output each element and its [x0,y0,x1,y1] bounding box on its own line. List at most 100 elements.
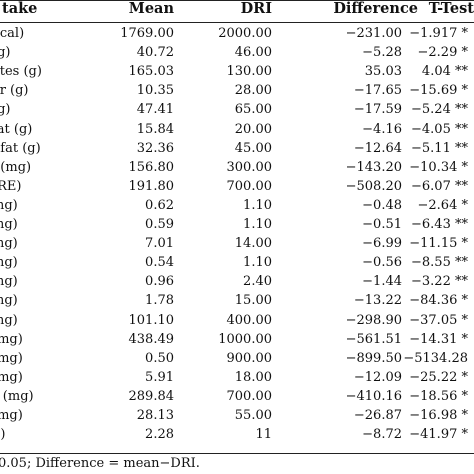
cell-difference: −12.64 [353,140,402,156]
table-row: mg) 0.96 2.40 −1.44 −3.22 ** [0,272,474,291]
table-row: (g) 47.41 65.00 −17.59 −5.24 ** [0,100,474,119]
cell-dri: 700.00 [226,178,273,194]
cell-ttest: −41.97 * [409,427,468,443]
cell-ttest: −84.36 * [409,293,468,309]
cell-mean: 0.50 [145,350,174,366]
cell-intake: mg) [0,217,18,232]
header-ttest: T-Test [428,0,474,17]
cell-intake: er (g) [0,83,29,99]
cell-ttest: −2.64 * [417,197,468,213]
cell-difference: −13.22 [353,293,402,309]
cell-mean: 0.62 [145,197,174,213]
cell-intake: mg) [0,236,18,252]
cell-mean: 32.36 [136,140,174,156]
table-row: ates (g) 165.03 130.00 35.03 4.04 ** [0,62,474,81]
cell-mean: 15.84 [136,121,174,137]
cell-mean: 10.35 [136,83,174,99]
table-top-rule [0,0,474,1]
table-row: (mg) 0.50 900.00 −899.50−5134.28 [0,349,474,368]
cell-intake: l (mg) [0,159,32,175]
cell-ttest: −25.22 * [409,369,468,385]
table-bottom-rule [0,453,474,454]
cell-mean: 7.01 [145,236,174,252]
cell-intake: mg) [0,293,18,309]
cell-difference: −508.20 [345,178,402,194]
table-row: mg) 0.54 1.10 −0.56 −8.55 ** [0,253,474,272]
header-difference: Difference [333,0,418,17]
cell-ttest: −14.31 * [409,331,468,347]
cell-mean: 289.84 [128,388,175,404]
cell-ttest: −10.34 * [409,159,468,175]
cell-dri: 20.00 [234,121,272,137]
table-row: l (mg) 156.80 300.00 −143.20 −10.34 * [0,158,474,177]
table-row: mg) 7.01 14.00 −6.99 −11.15 * [0,234,474,253]
cell-intake: (RE) [0,178,22,194]
cell-dri: 45.00 [234,140,272,156]
cell-ttest: −6.07 ** [411,178,468,194]
cell-dri: 15.00 [234,293,272,309]
cell-difference: −17.65 [353,83,402,99]
cell-ttest: −6.43 ** [411,217,468,232]
header-mean: Mean [128,0,174,17]
table-row: (g) 40.72 46.00 −5.28 −2.29 * [0,43,474,62]
cell-mean: 5.91 [145,369,174,385]
cell-difference: −0.51 [362,217,402,232]
table-row: er (g) 10.35 28.00 −17.65 −15.69 * [0,81,474,100]
cell-difference: −0.48 [362,197,402,213]
table-row: (mg) 438.49 1000.00 −561.51 −14.31 * [0,330,474,349]
table-row: mg) 0.62 1.10 −0.48 −2.64 * [0,196,474,215]
cell-difference: −6.99 [362,236,402,252]
cell-mean: 0.54 [145,255,174,271]
cell-dri: 18.00 [234,369,272,385]
cell-dri: 46.00 [234,45,272,61]
cell-dri: 1.10 [243,217,272,232]
cell-intake: (mg) [0,369,23,385]
cell-mean: 47.41 [136,102,174,118]
cell-dri: 11 [255,427,272,443]
cell-mean: 40.72 [136,45,174,61]
table-row: (mg) 5.91 18.00 −12.09 −25.22 * [0,368,474,387]
cell-difference: −26.87 [353,408,402,423]
cell-difference: −899.50 [345,350,402,366]
cell-mean: 0.59 [145,217,174,232]
cell-difference: −298.90 [345,312,402,328]
cell-difference: −17.59 [353,102,402,118]
cell-dri: 14.00 [234,236,272,252]
cell-ttest: −5.24 ** [411,102,468,118]
table-header-rule [0,22,474,23]
table-row: mg) 1.78 15.00 −13.22 −84.36 * [0,291,474,310]
cell-mean: 101.10 [128,312,175,328]
cell-dri: 2000.00 [218,26,272,41]
cell-ttest: −2.29 * [417,45,468,61]
cell-difference: −561.51 [345,331,402,347]
cell-dri: 28.00 [234,83,272,99]
cell-intake: (mg) [0,331,23,347]
cell-ttest: −37.05 * [409,312,468,328]
cell-ttest: −3.22 ** [411,274,468,290]
cell-intake: (g) [0,102,11,118]
cell-intake: mg) [0,274,18,290]
table-row: kcal) 1769.00 2000.00 −231.00 −1.917 * [0,24,474,43]
cell-ttest: −5134.28 [403,350,468,366]
cell-difference: −231.00 [345,26,402,41]
cell-dri: 1.10 [243,255,272,271]
cell-intake: ates (g) [0,64,42,80]
table-row: g) 2.28 11 −8.72 −41.97 * [0,425,474,444]
cell-ttest: −18.56 * [409,388,468,404]
cell-difference: −8.72 [362,427,402,443]
cell-intake: mg) [0,255,18,271]
cell-dri: 300.00 [226,159,273,175]
cell-ttest: −5.11 ** [411,140,468,156]
cell-ttest: −8.55 ** [411,255,468,271]
cell-mean: 2.28 [145,427,174,443]
cell-dri: 55.00 [234,408,272,423]
cell-difference: −1.44 [362,274,402,290]
cell-intake: g) [0,427,6,443]
cell-intake: s (mg) [0,388,34,404]
header-dri: DRI [240,0,272,17]
header-intake: take [2,0,38,17]
cell-ttest: −16.98 * [409,408,468,423]
cell-ttest: −15.69 * [409,83,468,99]
cell-mean: 0.96 [145,274,174,290]
cell-intake: (mg) [0,408,23,423]
